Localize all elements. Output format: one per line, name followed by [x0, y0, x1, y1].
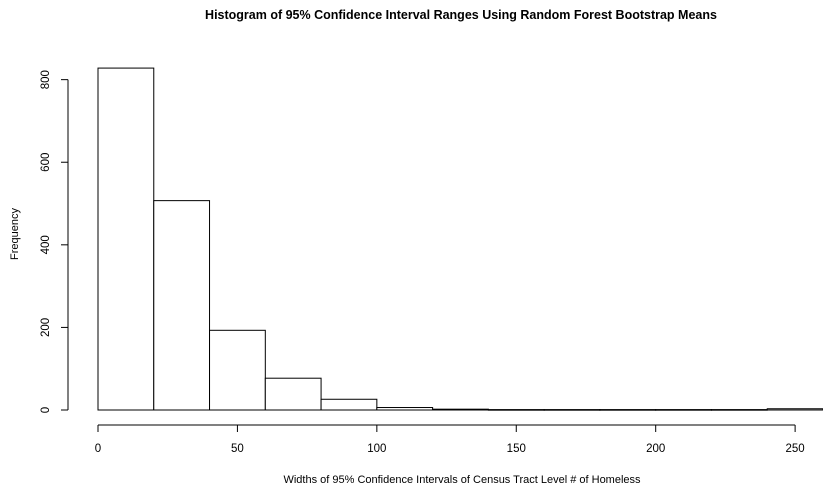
histogram-bar	[487, 409, 545, 411]
bars-group	[97, 67, 823, 411]
histogram-bar	[97, 67, 155, 411]
histogram-bar	[264, 377, 322, 411]
histogram-bar	[320, 398, 378, 411]
y-axis: 0 200 400 600 800	[40, 70, 69, 413]
y-tick-label: 200	[40, 318, 52, 337]
x-axis: 0 50 100 150 200 250	[95, 424, 805, 455]
histogram-bar	[432, 408, 489, 411]
x-tick-label: 0	[95, 443, 101, 455]
histogram-bar	[599, 409, 657, 411]
histogram-bar	[655, 409, 712, 411]
y-tick-label: 600	[40, 153, 52, 172]
x-axis-label: Widths of 95% Confidence Intervals of Ce…	[283, 474, 641, 486]
y-tick-label: 0	[40, 407, 52, 413]
x-tick-label: 150	[507, 443, 526, 455]
x-tick-label: 250	[786, 443, 805, 455]
histogram-bar	[153, 200, 211, 411]
y-tick-label: 400	[40, 235, 52, 254]
histogram-bar	[376, 407, 434, 411]
x-tick-label: 100	[367, 443, 386, 455]
x-tick-label: 50	[231, 443, 244, 455]
y-tick-label: 800	[40, 70, 52, 89]
histogram-bar	[766, 408, 823, 411]
histogram-bar	[543, 409, 601, 411]
chart-title: Histogram of 95% Confidence Interval Ran…	[205, 8, 717, 22]
histogram-bar	[209, 329, 266, 411]
y-axis-label: Frequency	[9, 208, 21, 260]
x-tick-label: 200	[646, 443, 665, 455]
histogram-bar	[710, 409, 768, 411]
